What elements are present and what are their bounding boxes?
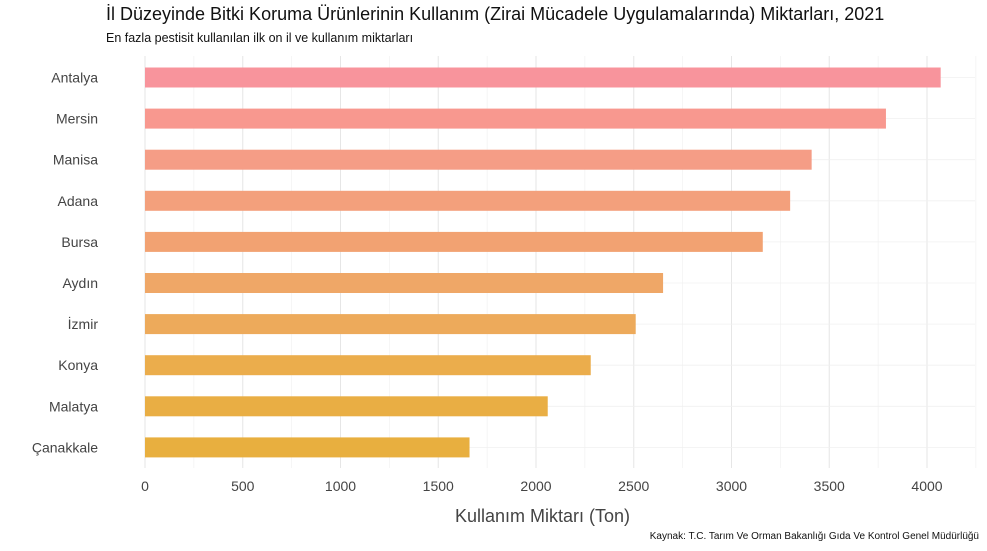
bar-konya [145, 355, 591, 376]
bar-mersin [145, 108, 886, 129]
y-tick-label: Bursa [61, 234, 98, 250]
x-axis-labels: 0 500 1000 1500 2000 2500 3000 3500 4000 [141, 478, 943, 494]
bar-manisa [145, 149, 812, 170]
y-tick-label: Aydın [62, 275, 98, 291]
y-axis-labels: Antalya Mersin Manisa Adana Bursa Aydın İzmir K… [32, 70, 98, 456]
x-axis-title: Kullanım Miktarı (Ton) [455, 506, 630, 526]
x-tick-label: 3500 [814, 478, 845, 494]
x-tick-label: 500 [231, 478, 255, 494]
y-tick-label: Adana [58, 193, 99, 209]
y-tick-label: Antalya [51, 70, 98, 86]
bar-bursa [145, 231, 763, 252]
x-tick-label: 1000 [325, 478, 356, 494]
bars [145, 67, 941, 458]
chart-title: İl Düzeyinde Bitki Koruma Ürünlerinin Ku… [106, 4, 885, 24]
x-tick-label: 2500 [618, 478, 649, 494]
bar-malatya [145, 396, 548, 417]
y-tick-label: Manisa [53, 152, 98, 168]
x-tick-label: 1500 [423, 478, 454, 494]
y-tick-label: Konya [58, 357, 98, 373]
x-tick-label: 4000 [911, 478, 942, 494]
bar-aydın [145, 273, 664, 293]
bar-çanakkale [145, 437, 470, 458]
bar-i̇zmir [145, 314, 636, 335]
chart-subtitle: En fazla pestisit kullanılan ilk on il v… [106, 31, 414, 45]
y-tick-label: Malatya [49, 398, 98, 414]
x-tick-label: 3000 [716, 478, 747, 494]
y-tick-label: İzmir [68, 315, 99, 332]
x-tick-label: 0 [141, 478, 149, 494]
y-tick-label: Çanakkale [32, 439, 98, 455]
y-tick-label: Mersin [56, 111, 98, 127]
chart-caption: Kaynak: T.C. Tarım Ve Orman Bakanlığı Gı… [649, 531, 979, 542]
x-tick-label: 2000 [520, 478, 551, 494]
bar-adana [145, 190, 791, 211]
bar-antalya [145, 67, 941, 88]
